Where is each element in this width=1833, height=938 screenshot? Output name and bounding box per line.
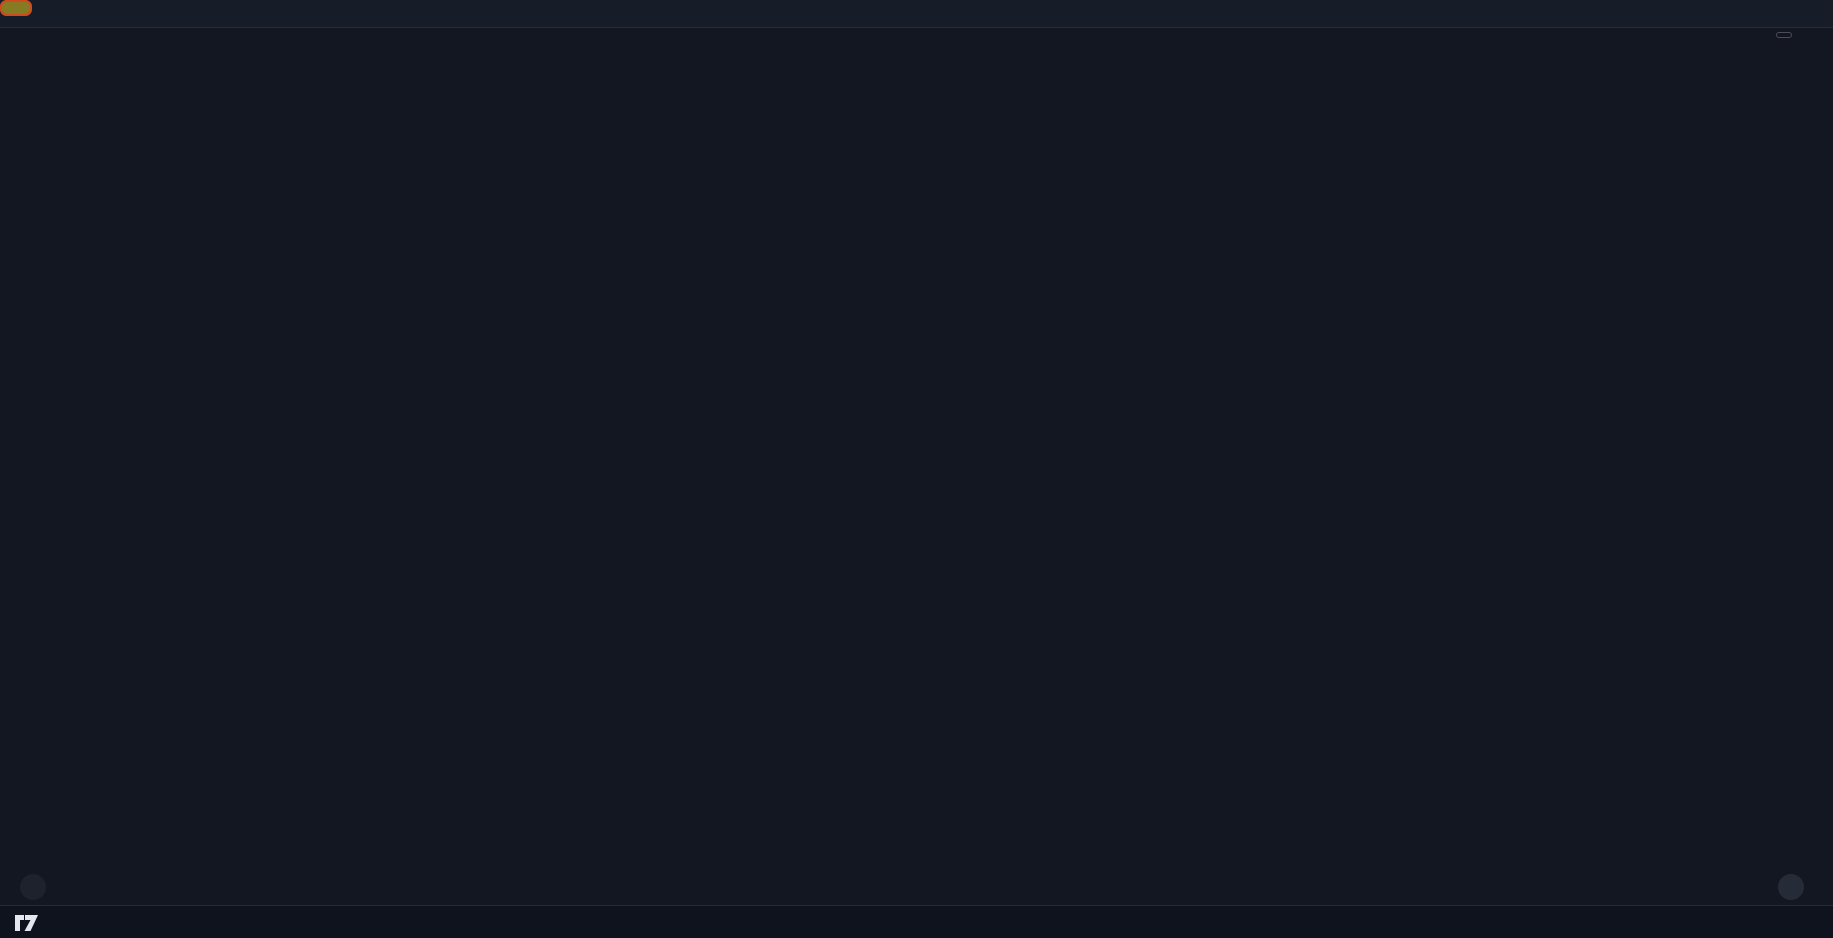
legend-ma100-row[interactable]	[62, 84, 93, 102]
legend-panel	[62, 31, 93, 119]
tradingview-logo-icon	[15, 915, 38, 931]
legend-symbol-row[interactable]	[62, 31, 93, 49]
legend-ma200-row[interactable]	[62, 101, 93, 119]
attribution-bar	[0, 0, 1833, 28]
currency-badge[interactable]	[1776, 32, 1792, 38]
legend-vpvr-row[interactable]	[62, 66, 93, 84]
timezone-button[interactable]	[20, 874, 46, 900]
legend-volume-row[interactable]	[62, 49, 93, 67]
auto-scale-button[interactable]	[1778, 874, 1804, 900]
callout-qt-end[interactable]	[0, 0, 32, 16]
footer-bar	[0, 905, 1833, 938]
